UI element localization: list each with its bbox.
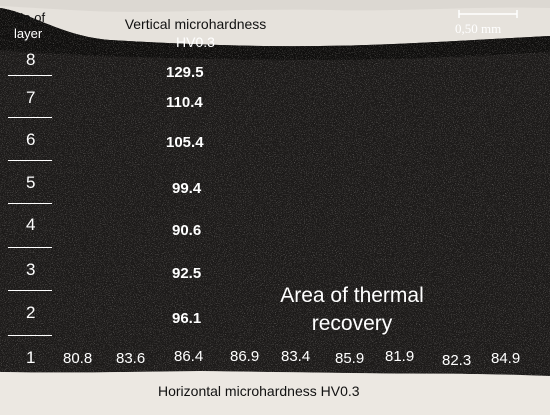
vertical-title-line1: Vertical microhardness xyxy=(124,16,267,32)
layer-number: 1 xyxy=(26,348,36,367)
vertical-value: 96.1 xyxy=(172,310,202,327)
layer-header-line2: layer xyxy=(14,26,43,41)
layer-number: 5 xyxy=(26,173,36,192)
scale-bar-label: 0,50 mm xyxy=(455,21,502,36)
layer-divider xyxy=(8,290,52,291)
layer-number: 6 xyxy=(26,130,36,149)
layer-number: 3 xyxy=(26,260,36,279)
horizontal-value: 83.4 xyxy=(281,348,311,365)
layer-number: 4 xyxy=(26,215,36,234)
layer-divider xyxy=(8,203,52,204)
area-label-line2: recovery xyxy=(311,312,393,335)
vertical-title-line2: HV0.3 xyxy=(176,34,215,50)
layer-divider xyxy=(8,335,52,336)
horizontal-value: 83.6 xyxy=(116,350,146,367)
vertical-value: 110.4 xyxy=(166,94,203,111)
vertical-value: 105.4 xyxy=(166,134,204,151)
vertical-value: 99.4 xyxy=(172,180,202,197)
horizontal-value: 86.4 xyxy=(174,348,204,365)
horizontal-value: 80.8 xyxy=(63,350,93,367)
horizontal-microhardness-title: Horizontal microhardness HV0.3 xyxy=(158,383,360,399)
layer-divider xyxy=(8,247,52,248)
horizontal-value: 81.9 xyxy=(385,348,415,365)
vertical-value: 92.5 xyxy=(172,265,202,282)
layer-number: 7 xyxy=(26,88,36,107)
layer-divider xyxy=(8,117,52,118)
layer-header-line1: No of xyxy=(14,10,46,25)
vertical-value: 90.6 xyxy=(172,222,202,239)
thermal-recovery-label: Area of thermal recovery xyxy=(252,282,452,338)
scale-bar xyxy=(458,10,518,18)
layer-divider xyxy=(8,160,52,161)
horizontal-value: 84.9 xyxy=(491,350,521,367)
layer-divider xyxy=(8,75,52,76)
area-label-line1: Area of thermal xyxy=(280,284,424,307)
layer-column-header: No of layer xyxy=(14,10,64,42)
vertical-microhardness-title: Vertical microhardness HV0.3 xyxy=(108,15,283,51)
horizontal-value: 86.9 xyxy=(230,348,260,365)
vertical-value: 129.5 xyxy=(166,64,204,81)
layer-number: 8 xyxy=(26,50,36,69)
horizontal-value: 85.9 xyxy=(335,350,365,367)
horizontal-value: 82.3 xyxy=(442,352,472,369)
layer-number: 2 xyxy=(26,303,36,322)
